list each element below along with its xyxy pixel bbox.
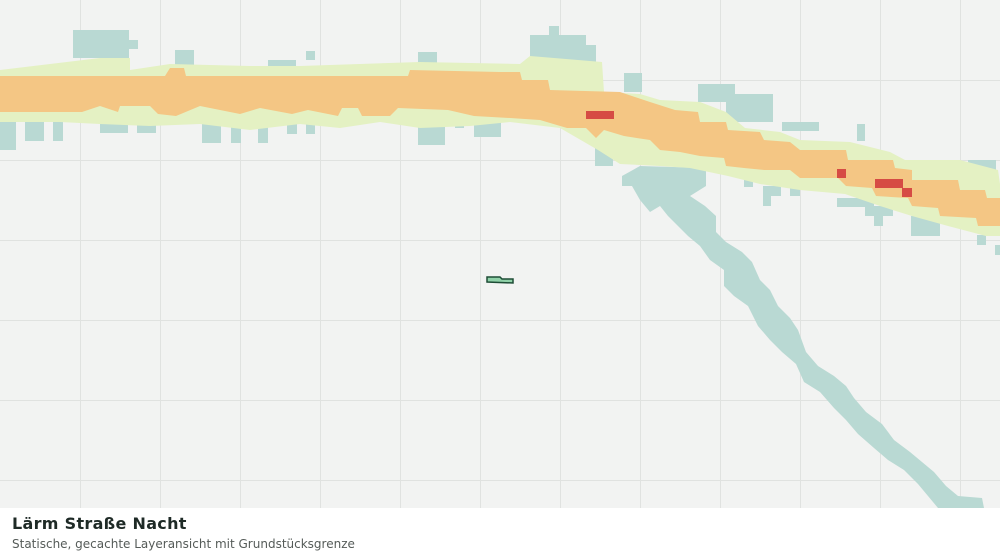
layer-title: Lärm Straße Nacht bbox=[12, 514, 187, 533]
map-view bbox=[0, 0, 1000, 508]
property-boundary bbox=[486, 276, 514, 284]
noise-zone-low bbox=[0, 26, 1000, 508]
noise-zone-critical bbox=[586, 111, 912, 197]
layer-subtitle: Statische, gecachte Layeransicht mit Gru… bbox=[12, 537, 355, 551]
noise-zone-high bbox=[0, 68, 1000, 226]
info-panel: Lärm Straße Nacht Statische, gecachte La… bbox=[0, 508, 1000, 560]
